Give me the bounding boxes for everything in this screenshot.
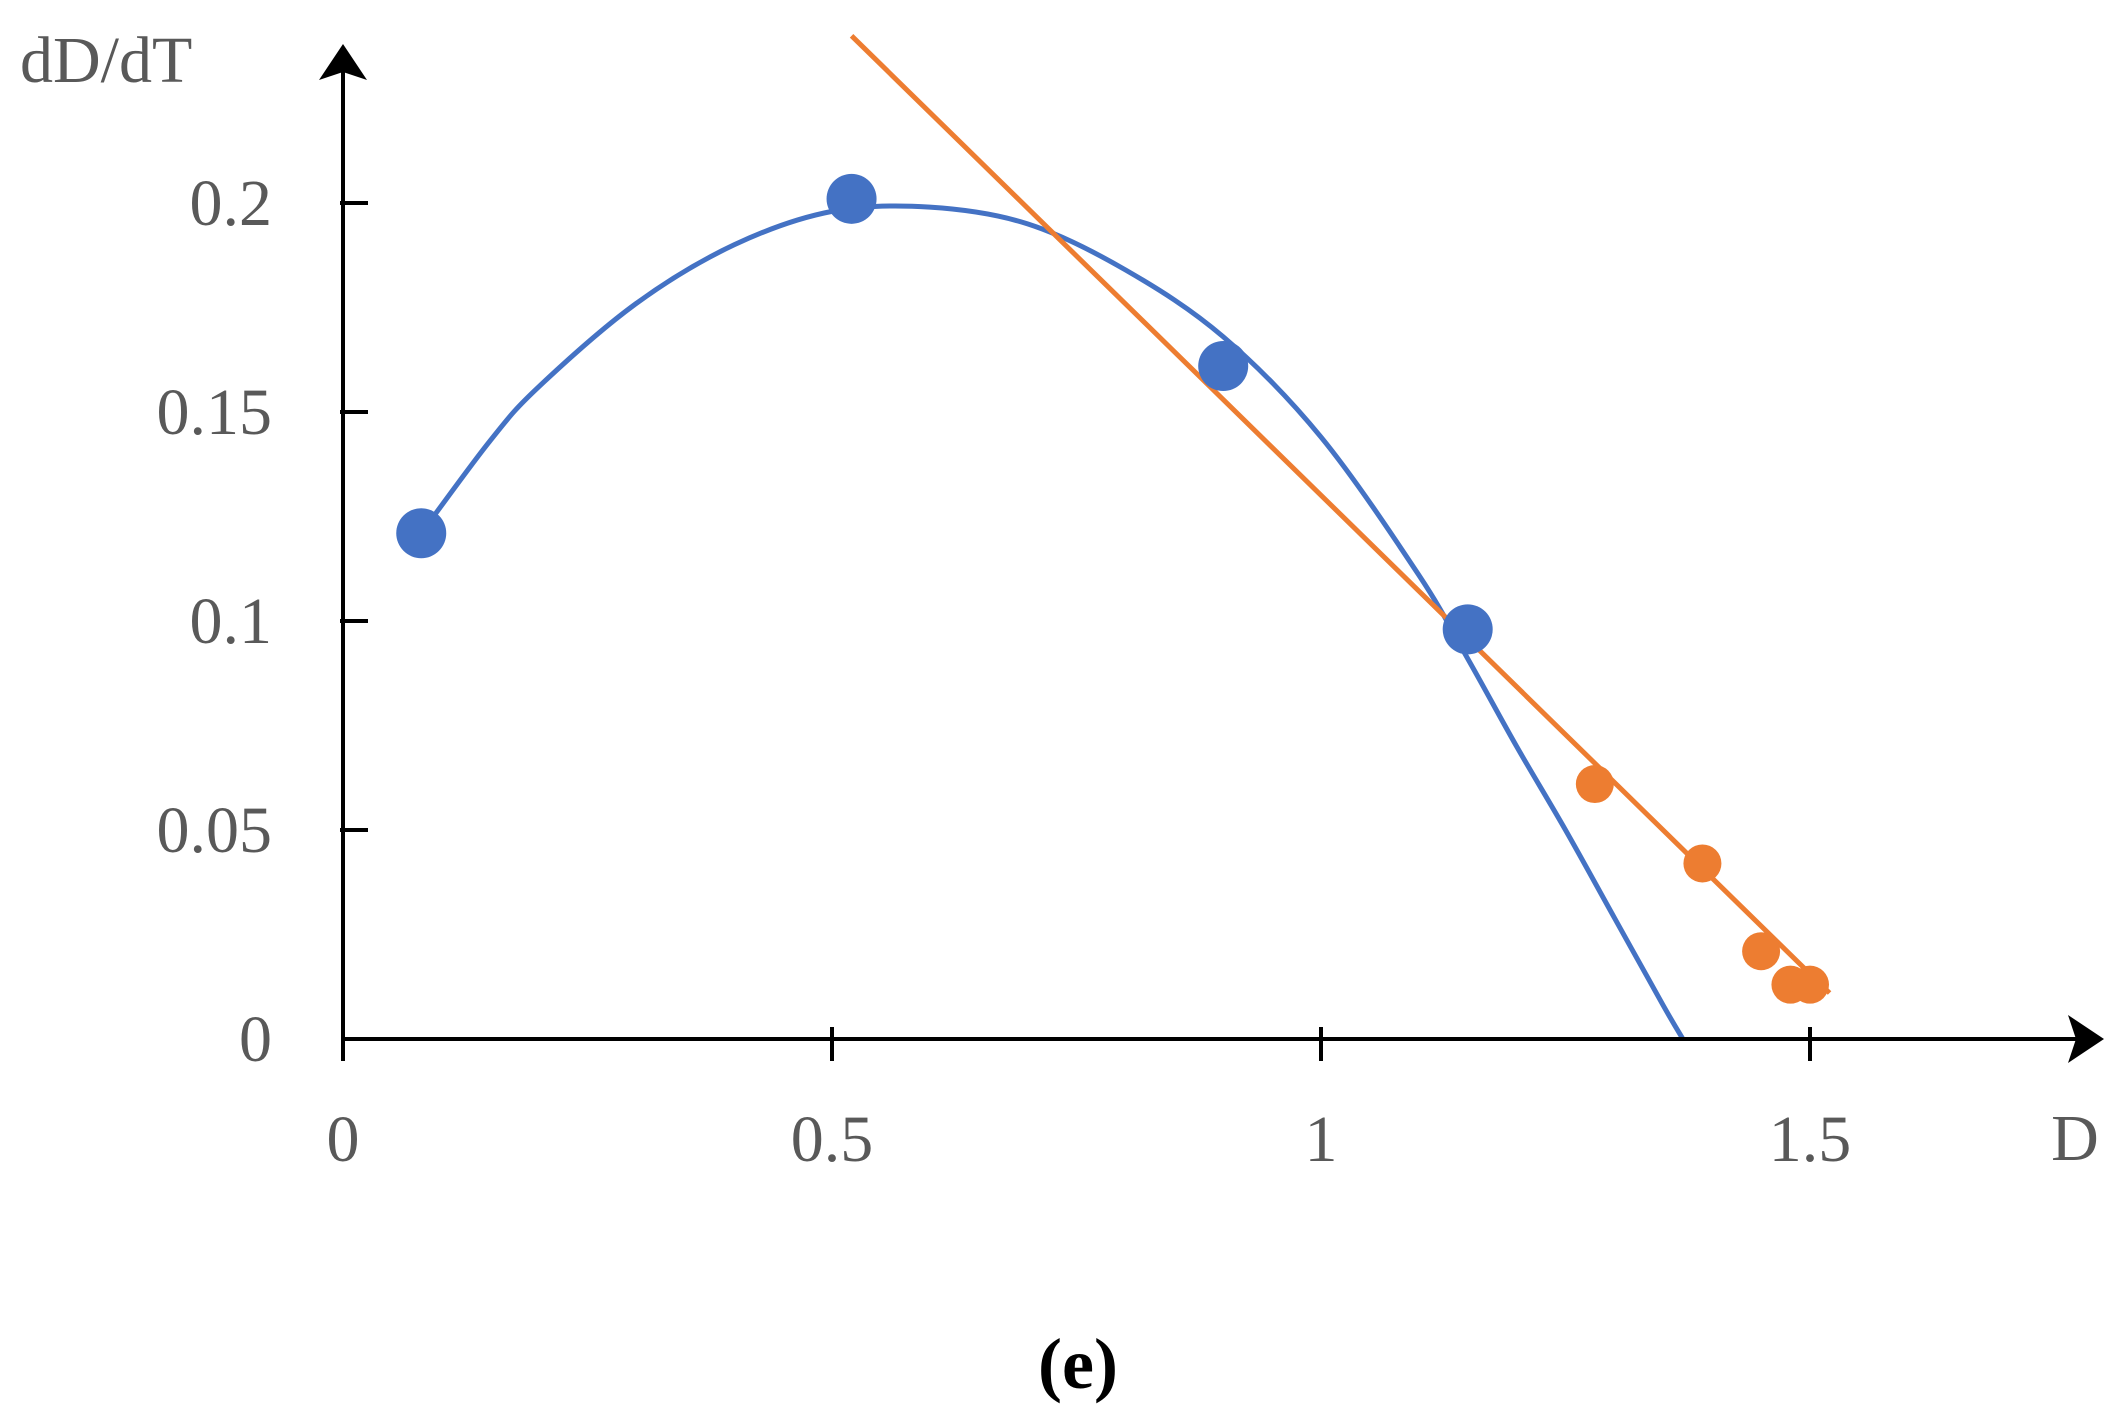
curves-layer — [419, 34, 1832, 1041]
data-point-blue — [1442, 604, 1493, 655]
y-tick-label: 0.1 — [190, 585, 273, 658]
x-axis-arrow — [2068, 1015, 2104, 1063]
data-point-blue — [826, 173, 877, 224]
ticks-layer: 0 0.5 1 1.5 0 0.05 0.1 0.15 0.2 — [157, 167, 1852, 1176]
data-point-orange — [1575, 765, 1614, 804]
panel-label: (e) — [1038, 1324, 1118, 1404]
data-point-blue — [1198, 341, 1249, 392]
y-tick-label: 0.15 — [157, 376, 273, 449]
x-axis-title: D — [2051, 1102, 2099, 1175]
fit-line-orange — [849, 34, 1832, 995]
points-layer — [396, 173, 1829, 1004]
y-tick-label: 0.2 — [190, 167, 273, 240]
data-point-orange — [1742, 932, 1781, 971]
y-tick-label: 0.05 — [157, 794, 273, 867]
data-point-orange — [1791, 965, 1829, 1004]
x-tick-label: 0.5 — [791, 1103, 874, 1176]
y-axis-title: dD/dT — [20, 24, 192, 97]
data-point-orange — [1683, 844, 1722, 883]
y-axis-arrow — [319, 44, 367, 80]
x-tick-label: 1.5 — [1769, 1103, 1852, 1176]
fit-curve-blue — [419, 203, 1686, 1041]
x-tick-label: 1 — [1305, 1103, 1338, 1176]
data-point-blue — [396, 508, 447, 559]
axes — [319, 44, 2104, 1063]
x-tick-label: 0 — [327, 1103, 360, 1176]
y-tick-label: 0 — [239, 1003, 272, 1076]
